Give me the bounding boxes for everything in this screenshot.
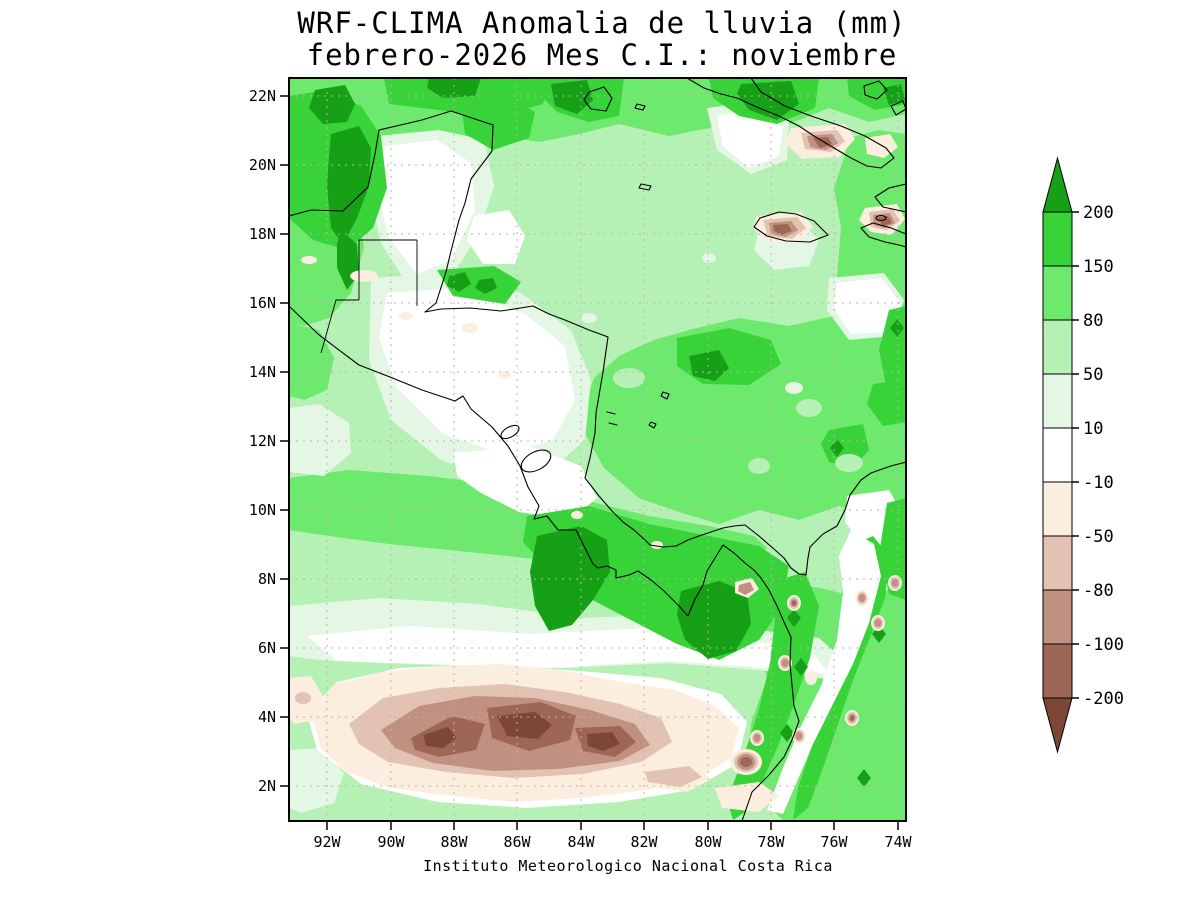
anomaly-layer-over-200 <box>309 78 905 787</box>
lat-tick-label: 4N <box>258 708 276 726</box>
small-cays <box>606 391 670 429</box>
lat-tick-label: 8N <box>258 570 276 588</box>
lon-tick-label: 76W <box>820 833 848 851</box>
colorbar-label: 10 <box>1083 419 1103 439</box>
coastlines <box>289 78 906 821</box>
colorbar-label: -50 <box>1083 527 1114 547</box>
lat-tick-label: 12N <box>249 432 276 450</box>
colorbar-bottom-arrow <box>1042 697 1073 754</box>
jamaica-coast <box>753 211 829 243</box>
lon-tick-label: 90W <box>377 833 405 851</box>
footer-institution: Instituto Meteorologico Nacional Costa R… <box>423 857 833 875</box>
lon-tick-label: 74W <box>884 833 912 851</box>
lat-tick-label: 20N <box>249 156 276 174</box>
lon-tick-label: 84W <box>567 833 595 851</box>
cuba-coast <box>686 78 895 169</box>
map-plot <box>288 77 907 822</box>
anomaly-texture-pockets <box>579 190 863 474</box>
colorbar-label: -100 <box>1083 635 1124 655</box>
mainland-caribbean-coast <box>289 110 906 576</box>
lon-tick-label: 86W <box>503 833 531 851</box>
bahamas-islets <box>863 80 906 116</box>
colorbar: 200 150 80 50 10 -10 -50 -80 -100 -200 <box>1042 156 1124 754</box>
lat-tick-label: 10N <box>249 501 276 519</box>
cayman-islands <box>634 103 652 191</box>
lake-nicaragua <box>520 449 552 473</box>
map-frame <box>288 77 907 822</box>
longitude-axis: 92W 90W 88W 86W 84W 82W 80W 78W 76W 74W <box>313 821 913 851</box>
lat-tick-label: 14N <box>249 363 276 381</box>
lon-tick-label: 82W <box>630 833 658 851</box>
lat-tick-label: 18N <box>249 225 276 243</box>
colorbar-label: 50 <box>1083 365 1103 385</box>
colorbar-label: 150 <box>1083 257 1114 277</box>
mainland-pacific-coast <box>289 305 800 821</box>
lat-tick-label: 6N <box>258 639 276 657</box>
anomaly-layer-under-neg200 <box>423 712 620 751</box>
colorbar-top-arrow <box>1042 156 1073 213</box>
latitude-axis: 22N 20N 18N 16N 14N 12N 10N 8N 6N 4N 2N <box>249 87 289 795</box>
colorbar-label: -10 <box>1083 473 1114 493</box>
lon-tick-label: 80W <box>694 833 722 851</box>
lat-tick-label: 22N <box>249 87 276 105</box>
gonave-island <box>875 214 887 222</box>
colorbar-label: -200 <box>1083 689 1124 709</box>
colombia-valley-white <box>767 530 881 814</box>
lon-tick-label: 88W <box>440 833 468 851</box>
colorbar-label: -80 <box>1083 581 1114 601</box>
isla-juventud-coast <box>583 86 613 112</box>
lon-tick-label: 92W <box>313 833 341 851</box>
lon-tick-label: 78W <box>757 833 785 851</box>
map-title-line1: WRF-CLIMA Anomalia de lluvia (mm) <box>297 6 906 40</box>
grid-lines <box>289 78 906 821</box>
map-title-line2: febrero-2026 Mes C.I.: noviembre <box>307 38 898 72</box>
lat-tick-label: 16N <box>249 294 276 312</box>
lake-managua <box>500 424 520 440</box>
country-borders <box>320 239 418 354</box>
hispaniola-coast <box>860 183 906 248</box>
lat-tick-label: 2N <box>258 777 276 795</box>
colorbar-label: 200 <box>1083 203 1114 223</box>
colorbar-label: 80 <box>1083 311 1103 331</box>
